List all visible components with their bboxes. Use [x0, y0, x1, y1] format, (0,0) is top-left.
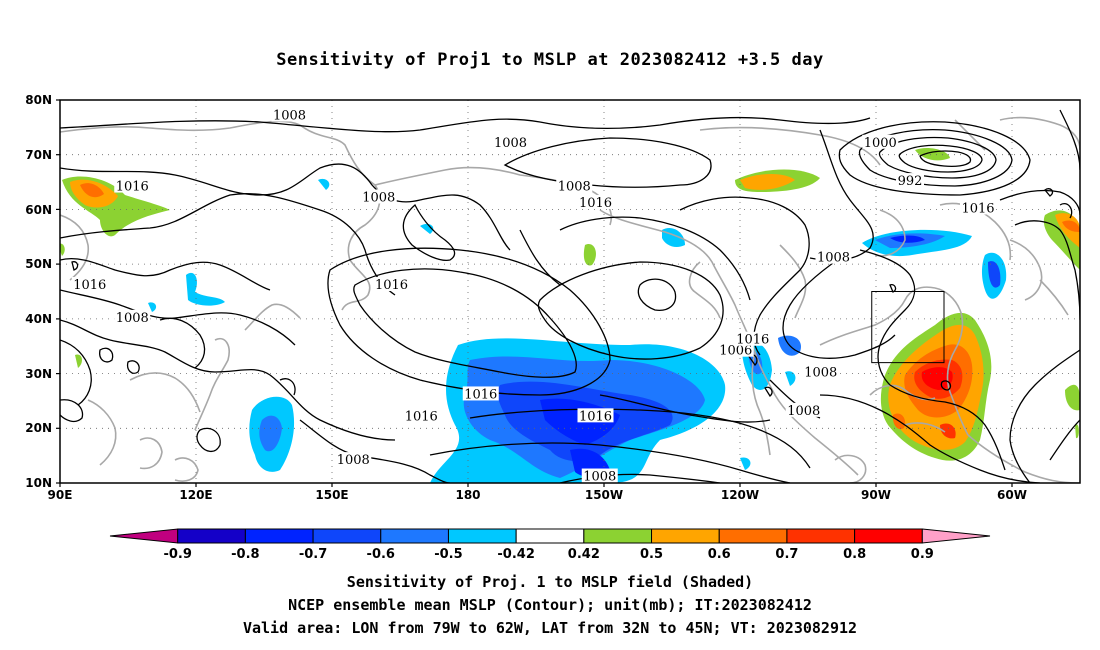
lat-label: 10N	[25, 476, 52, 490]
contour-label-bg	[802, 364, 839, 379]
contour-label: 1016	[116, 180, 149, 195]
contour-label: 1008	[362, 190, 395, 205]
colorbar-label: -0.9	[163, 547, 191, 562]
lat-label: 40N	[25, 312, 52, 326]
colorbar-label: -0.8	[231, 547, 259, 562]
lat-label: 50N	[25, 257, 52, 271]
colorbar-swatch	[786, 528, 856, 544]
colorbar-swatch	[312, 528, 382, 544]
lon-label: 150E	[315, 488, 348, 502]
contour-label-bg	[271, 107, 308, 122]
footer-line-2: NCEP ensemble mean MSLP (Contour); unit(…	[288, 596, 812, 614]
colorbar-label: 0.42	[568, 547, 600, 562]
contour-label: 1008	[494, 136, 527, 151]
lon-label: 180	[455, 488, 480, 502]
contour-label-bg	[71, 277, 108, 292]
colorbar-label: -0.6	[367, 547, 395, 562]
contour-label-bg	[114, 309, 151, 324]
contour-label-bg	[360, 189, 397, 204]
colorbar-label: 0.5	[640, 547, 663, 562]
contour-label: 1000	[864, 136, 897, 151]
colorbar-swatch	[718, 528, 788, 544]
colorbar-swatch	[177, 528, 246, 544]
contour-label: 1016	[579, 409, 612, 424]
contour-label: 1016	[405, 409, 438, 424]
lat-label: 20N	[25, 421, 52, 435]
contour-label-bg	[556, 178, 593, 193]
contour-label: 1008	[787, 404, 820, 419]
contour-label-bg	[335, 452, 372, 467]
colorbar-label: 0.7	[775, 547, 798, 562]
figure-title: Sensitivity of Proj1 to MSLP at 20230824…	[276, 50, 824, 70]
longitude-labels: 90E 120E 150E 180 150W 120W 90W 60W	[48, 488, 1027, 502]
contour-label-bg	[403, 408, 440, 423]
colorbar-swatch	[447, 528, 517, 544]
contour-label: 1016	[736, 333, 769, 348]
map-frame	[59, 99, 1081, 484]
lat-label: 70N	[25, 148, 52, 162]
contour-label: 1016	[961, 201, 994, 216]
contour-label-bg	[577, 194, 614, 209]
contour-label: 1016	[579, 196, 612, 211]
colorbar-label: 0.8	[843, 547, 866, 562]
contour-label-bg	[734, 331, 771, 346]
contour-label: 992	[898, 174, 923, 189]
footer-line-1: Sensitivity of Proj. 1 to MSLP field (Sh…	[346, 573, 754, 591]
contour-label: 1008	[583, 470, 616, 485]
colorbar-swatch	[583, 528, 653, 544]
contour-label: 1008	[558, 180, 591, 195]
colorbar-label: -0.5	[434, 547, 462, 562]
valid-area-box	[871, 291, 945, 364]
contour-label: 1008	[273, 108, 306, 123]
lon-label: 90W	[861, 488, 891, 502]
colorbar-label: 0.9	[911, 547, 934, 562]
colorbar-swatch	[244, 528, 314, 544]
contour-label: 1016	[73, 278, 106, 293]
lon-label: 120E	[179, 488, 212, 502]
lon-label: 120W	[721, 488, 759, 502]
colorbar-label: -0.42	[497, 547, 534, 562]
contour-label: 1008	[804, 366, 837, 381]
colorbar: -0.9 -0.8 -0.7 -0.6 -0.5 -0.42 0.42 0.5 0.6 0.7 0.…	[109, 528, 991, 562]
contour-label-bg	[785, 402, 822, 417]
contour-label-bg	[717, 342, 754, 357]
lat-label: 30N	[25, 367, 52, 381]
latitude-labels: 80N 70N 60N 50N 40N 30N 20N 10N	[25, 93, 52, 490]
contour-label-bg	[896, 173, 924, 188]
lon-label: 150W	[585, 488, 623, 502]
contour-label: 1016	[464, 387, 497, 402]
colorbar-swatch	[515, 528, 585, 544]
colorbar-swatch	[921, 528, 991, 544]
contour-label: 1008	[817, 251, 850, 266]
contour-label-bg	[462, 386, 499, 401]
footer-line-3: Valid area: LON from 79W to 62W, LAT fro…	[242, 619, 858, 637]
colorbar-label: -0.7	[299, 547, 327, 562]
contour-label: 1008	[116, 311, 149, 326]
contour-label-bg	[960, 200, 996, 215]
contour-label-bg	[862, 134, 899, 149]
contour-label-bg	[492, 134, 529, 149]
contour-label: 1016	[375, 278, 408, 293]
contour-label: 1006	[719, 344, 752, 359]
colorbar-swatch	[109, 528, 179, 544]
colorbar-swatch	[380, 528, 449, 544]
contour-labels: 1008100810161008100810161000992101610161…	[71, 107, 996, 485]
lat-label: 80N	[25, 93, 52, 107]
sensitivity-shading	[60, 147, 1080, 483]
contour-label-bg	[581, 468, 618, 483]
contour-label-bg	[373, 277, 410, 292]
colorbar-label: 0.6	[708, 547, 731, 562]
colorbar-swatch	[651, 528, 720, 544]
lat-label: 60N	[25, 203, 52, 217]
mslp-contours	[60, 109, 1080, 483]
contour-label: 1008	[337, 453, 370, 468]
contour-label-bg	[114, 178, 151, 193]
colorbar-swatch	[854, 528, 923, 544]
contour-label-bg	[577, 408, 614, 423]
lon-label: 60W	[997, 488, 1027, 502]
lon-label: 90E	[48, 488, 73, 502]
contour-label-bg	[815, 249, 852, 264]
